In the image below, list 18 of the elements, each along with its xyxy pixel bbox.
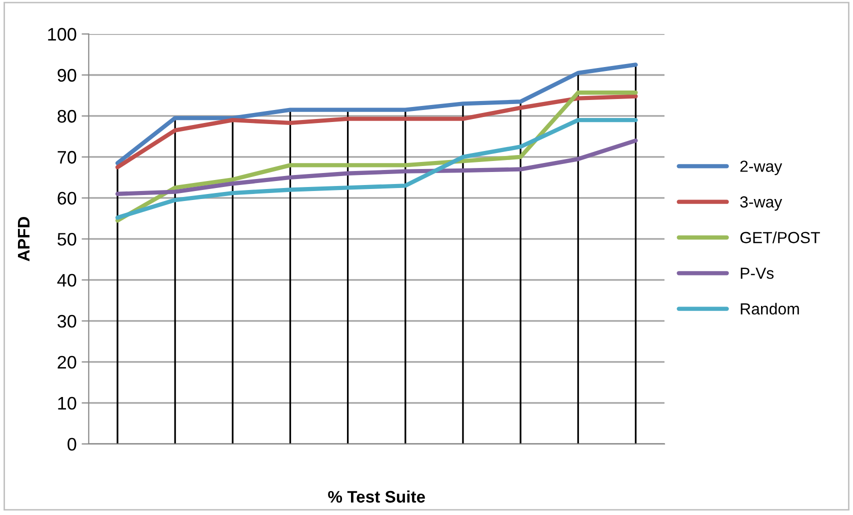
y-tick-label: 50 [58,232,76,246]
y-tick-label: 70 [58,150,76,164]
legend-label: GET/POST [740,232,820,244]
y-tick-label: 0 [68,438,76,451]
legend-label: 2-way [740,160,782,176]
y-tick-label: 90 [58,68,76,82]
y-tick-label: 80 [58,110,76,123]
legend-label: 3-way [740,196,782,211]
y-tick-label: 30 [58,314,76,328]
y-tick-label: 10 [58,396,76,410]
y-tick-label: 100 [48,28,76,41]
y-tick-label: 40 [57,274,76,287]
y-axis-title: APFD [18,216,30,262]
legend-label: Random [740,302,799,315]
legend-label: P-Vs [740,268,774,279]
x-axis-title: % Test Suite [328,490,425,503]
y-tick-label: 60 [58,192,76,205]
y-tick-label: 20 [58,356,76,369]
